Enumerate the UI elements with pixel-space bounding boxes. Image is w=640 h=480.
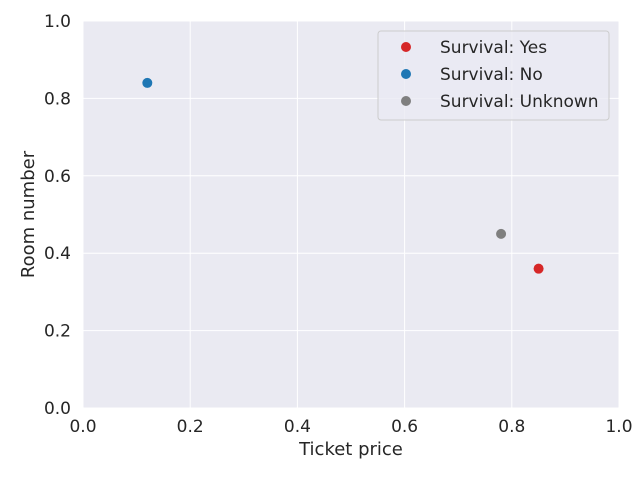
x-tick-label: 0.4: [284, 417, 311, 437]
x-tick-label: 0.0: [69, 417, 96, 437]
legend-marker: [401, 69, 411, 79]
x-tick-label: 1.0: [605, 417, 632, 437]
legend: Survival: Yes Survival: No Survival: Unkno…: [377, 30, 610, 121]
legend-label: Survival: Yes: [440, 38, 547, 58]
y-tick-label: 0.2: [44, 322, 71, 342]
y-tick-label: 1.0: [44, 12, 71, 32]
y-tick-label: 0.0: [44, 399, 71, 419]
data-points: [142, 77, 544, 274]
y-tick-labels: 0.0 0.2 0.4 0.6 0.8 1.0: [44, 12, 71, 419]
x-tick-label: 0.8: [498, 417, 525, 437]
y-tick-label: 0.8: [44, 89, 71, 109]
x-tick-label: 0.2: [177, 417, 204, 437]
legend-label: Survival: Unknown: [440, 92, 599, 112]
legend-label: Survival: No: [440, 65, 543, 85]
y-axis-label: Room number: [18, 150, 39, 278]
legend-items: Survival: Yes Survival: No Survival: Unkno…: [401, 38, 599, 112]
data-point: [496, 228, 507, 239]
y-tick-label: 0.6: [44, 167, 71, 187]
x-axis-label: Ticket price: [298, 439, 403, 460]
legend-marker: [401, 96, 411, 106]
legend-marker: [401, 42, 411, 52]
data-point: [142, 77, 153, 88]
legend-box: [377, 30, 610, 121]
x-tick-labels: 0.0 0.2 0.4 0.6 0.8 1.0: [69, 417, 632, 437]
x-tick-label: 0.6: [391, 417, 418, 437]
y-tick-label: 0.4: [44, 244, 71, 264]
data-point: [533, 263, 544, 274]
